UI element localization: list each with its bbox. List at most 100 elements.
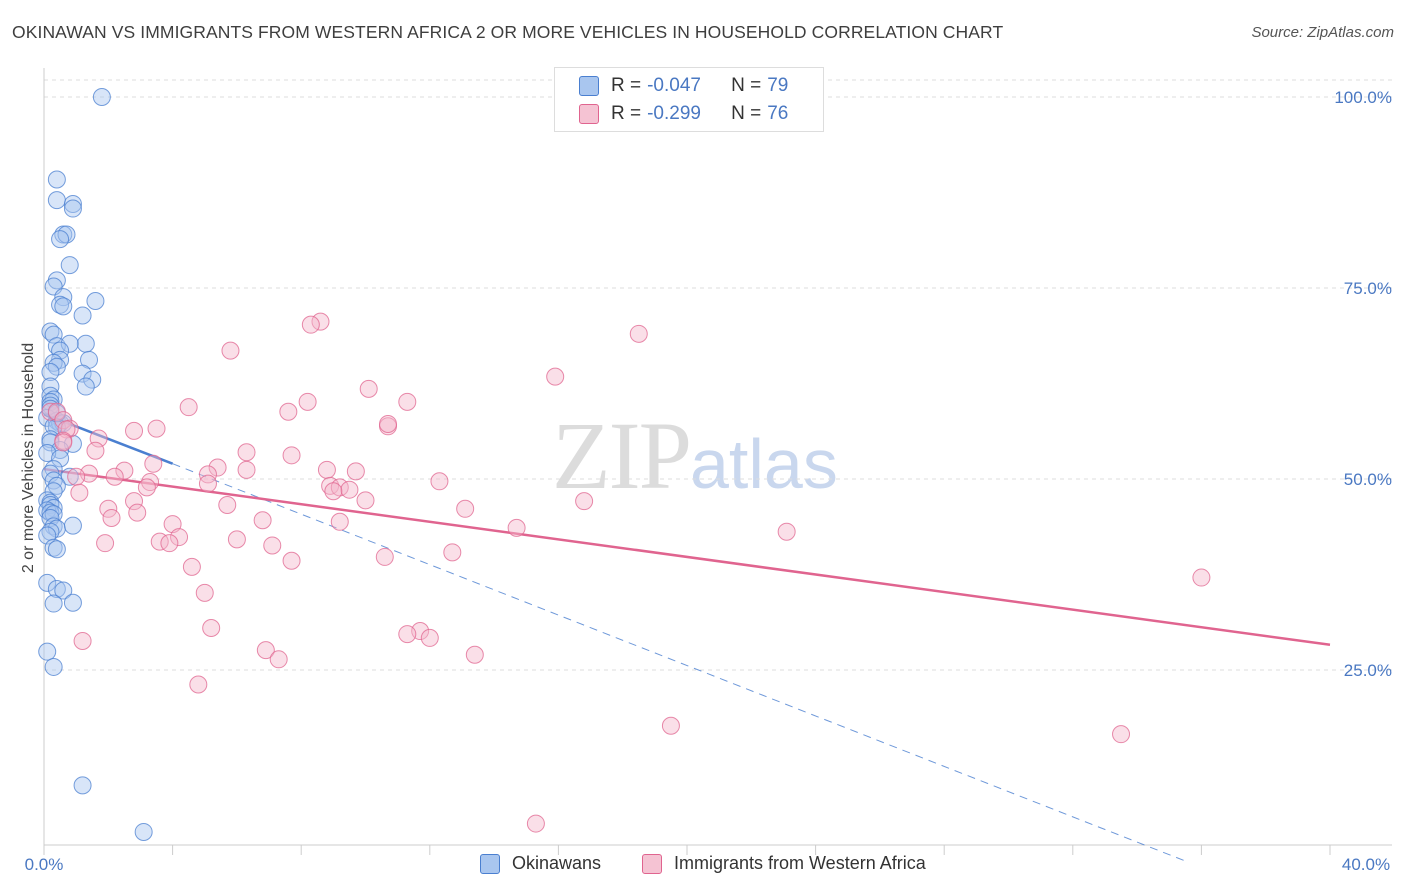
watermark: ZIPatlas bbox=[552, 400, 838, 511]
western-africa-point bbox=[301, 315, 320, 334]
western-africa-point bbox=[125, 492, 144, 511]
western-africa-point bbox=[102, 508, 121, 527]
western-africa-point bbox=[777, 522, 796, 541]
okinawan-point bbox=[47, 476, 66, 495]
western-africa-point bbox=[141, 473, 160, 492]
watermark-atlas: atlas bbox=[690, 425, 838, 503]
series-legend: Okinawans Immigrants from Western Africa bbox=[0, 850, 1406, 878]
okinawan-point bbox=[63, 516, 82, 535]
okinawan-point bbox=[83, 370, 102, 389]
okinawan-point bbox=[76, 334, 95, 353]
series-legend-okinawans[interactable]: Okinawans bbox=[480, 853, 601, 874]
okinawan-point bbox=[73, 306, 92, 325]
okinawan-point bbox=[41, 433, 60, 452]
western-africa-point bbox=[54, 433, 73, 452]
western-africa-point bbox=[359, 379, 378, 398]
y-tick-label: 50.0% bbox=[1344, 470, 1392, 489]
western-africa-point bbox=[629, 324, 648, 343]
okinawan-point bbox=[54, 297, 73, 316]
western-africa-point bbox=[311, 312, 330, 331]
western-africa-point bbox=[575, 492, 594, 511]
western-africa-point bbox=[189, 675, 208, 694]
western-africa-point bbox=[279, 402, 298, 421]
western-africa-point bbox=[147, 419, 166, 438]
western-africa-point bbox=[137, 478, 156, 497]
y-axis-title: 2 or more Vehicles in Household bbox=[20, 343, 37, 573]
western-africa-point bbox=[150, 532, 169, 551]
western-africa-point bbox=[237, 443, 256, 462]
legend-swatch-pink bbox=[579, 104, 599, 124]
western-africa-point bbox=[256, 641, 275, 660]
watermark-zip: ZIP bbox=[552, 402, 692, 509]
series-legend-label: Okinawans bbox=[512, 853, 602, 873]
western-africa-point bbox=[218, 495, 237, 514]
western-africa-point bbox=[163, 515, 182, 534]
series-legend-western-africa[interactable]: Immigrants from Western Africa bbox=[642, 853, 926, 874]
western-africa-point bbox=[398, 625, 417, 644]
legend-n-label: N = bbox=[731, 75, 762, 96]
western-africa-point bbox=[73, 631, 92, 650]
okinawan-point bbox=[92, 88, 111, 106]
okinawan-point bbox=[57, 225, 76, 244]
axis-labels: 25.0% 50.0% 75.0% 100.0% 0.0% 40.0% 2 or more … bbox=[20, 88, 1392, 874]
western-africa-point bbox=[507, 518, 526, 537]
western-africa-point bbox=[202, 618, 221, 637]
western-africa-point bbox=[346, 462, 365, 481]
okinawan-point bbox=[47, 170, 66, 189]
western-africa-point bbox=[208, 458, 227, 477]
legend-r-value: -0.047 bbox=[647, 75, 701, 96]
okinawan-point bbox=[73, 776, 92, 795]
western-africa-point bbox=[269, 650, 288, 669]
okinawan-point bbox=[44, 471, 63, 490]
data-points bbox=[38, 88, 1211, 841]
western-africa-trend-line bbox=[43, 467, 1331, 647]
source-label: Source: ZipAtlas.com bbox=[1251, 24, 1394, 41]
legend-swatch-blue bbox=[480, 853, 500, 874]
western-africa-point bbox=[356, 491, 375, 510]
okinawan-point bbox=[38, 573, 57, 592]
legend-n-value: 76 bbox=[767, 103, 789, 124]
western-africa-point bbox=[324, 482, 343, 501]
western-africa-point bbox=[67, 467, 86, 486]
western-africa-point bbox=[465, 645, 484, 664]
western-africa-point bbox=[198, 474, 217, 493]
okinawan-point bbox=[44, 657, 63, 676]
okinawan-point bbox=[44, 325, 63, 344]
okinawan-trend-dashed bbox=[172, 463, 1186, 862]
y-tick-label: 25.0% bbox=[1344, 661, 1392, 680]
western-africa-point bbox=[330, 512, 349, 531]
western-africa-point bbox=[144, 454, 163, 473]
western-africa-point bbox=[298, 392, 317, 411]
western-africa-point bbox=[526, 814, 545, 833]
legend-swatch-blue bbox=[579, 76, 599, 96]
western-africa-point bbox=[398, 392, 417, 411]
legend-r-label: R = bbox=[611, 75, 642, 96]
western-africa-point bbox=[661, 716, 680, 735]
western-africa-point bbox=[125, 421, 144, 440]
okinawan-point bbox=[44, 538, 63, 557]
western-africa-point bbox=[340, 480, 359, 499]
western-africa-point bbox=[430, 472, 449, 491]
stats-legend: R = -0.047 N = 79 R = -0.299 N = 76 bbox=[554, 67, 824, 132]
western-africa-point bbox=[237, 460, 256, 479]
western-africa-point bbox=[96, 534, 115, 553]
western-africa-point bbox=[321, 476, 340, 495]
western-africa-point bbox=[115, 461, 134, 480]
okinawan-point bbox=[60, 256, 79, 275]
western-africa-point bbox=[317, 460, 336, 479]
okinawan-point bbox=[47, 191, 66, 210]
western-africa-point bbox=[1112, 725, 1131, 744]
western-africa-point bbox=[170, 528, 189, 547]
okinawan-point bbox=[86, 291, 105, 310]
okinawan-point bbox=[47, 580, 66, 599]
legend-n-value: 79 bbox=[767, 75, 789, 96]
western-africa-point bbox=[41, 402, 60, 421]
western-africa-point bbox=[420, 628, 439, 647]
okinawan-point bbox=[63, 194, 82, 213]
western-africa-point bbox=[128, 503, 147, 522]
y-tick-label: 100.0% bbox=[1334, 88, 1392, 107]
okinawan-point bbox=[41, 363, 60, 382]
western-africa-point bbox=[253, 511, 272, 530]
western-africa-point bbox=[282, 551, 301, 570]
okinawan-point bbox=[60, 334, 79, 353]
